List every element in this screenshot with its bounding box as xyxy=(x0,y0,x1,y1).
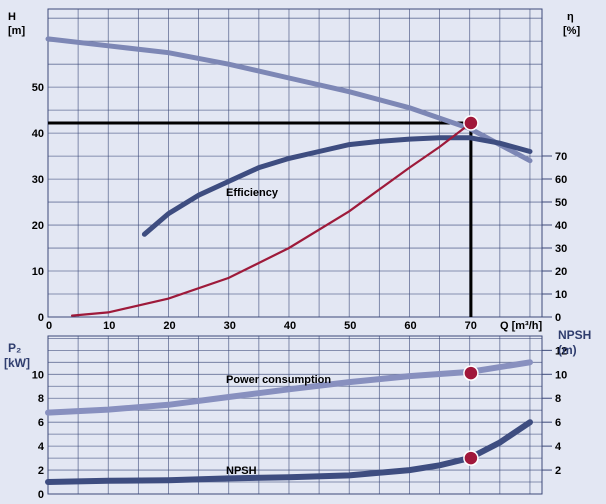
power-tick-label: 4 xyxy=(38,441,45,453)
q-tick-label: 50 xyxy=(344,320,356,332)
power-axis-label: P₂ xyxy=(8,341,21,355)
eta-axis-label: η xyxy=(567,11,574,23)
eta-axis-unit: [%] xyxy=(563,25,580,37)
power-axis-unit: [kW] xyxy=(4,356,30,370)
power-curve xyxy=(45,359,533,416)
operating-point-marker xyxy=(463,115,479,131)
efficiency-curve xyxy=(141,135,533,237)
npsh-axis-unit: (m) xyxy=(558,343,577,357)
npsh-tick-label: 8 xyxy=(555,393,561,405)
eta-tick-label: 50 xyxy=(555,197,567,209)
eta-tick-label: 0 xyxy=(555,312,561,324)
h-tick-label: 50 xyxy=(32,82,44,94)
power-annotation: Power consumption xyxy=(226,374,331,386)
q-tick-label: 40 xyxy=(284,320,296,332)
npsh-tick-label: 2 xyxy=(555,465,561,477)
npsh-tick-label: 12 xyxy=(555,345,567,357)
npsh-tick-label: 10 xyxy=(555,369,567,381)
flow-axis-label: Q [m³/h] xyxy=(500,320,542,332)
h-tick-label: 40 xyxy=(32,128,44,140)
h-tick-label: 10 xyxy=(32,266,44,278)
npsh-annotation: NPSH xyxy=(226,465,257,477)
npsh-axis-label: NPSH xyxy=(558,328,591,342)
npsh-curve xyxy=(45,419,533,485)
power-tick-label: 2 xyxy=(38,465,44,477)
top-grid xyxy=(47,8,552,318)
head-axis-unit: [m] xyxy=(8,25,25,37)
power-point-marker xyxy=(463,365,479,381)
q-tick-label: 60 xyxy=(404,320,416,332)
eta-tick-label: 70 xyxy=(555,151,567,163)
npsh-point-marker xyxy=(463,450,479,466)
npsh-tick-label: 4 xyxy=(555,441,562,453)
efficiency-annotation: Efficiency xyxy=(226,187,279,199)
curves xyxy=(45,36,533,485)
eta-tick-label: 10 xyxy=(555,289,567,301)
power-tick-label: 0 xyxy=(38,489,44,501)
q-tick-label: 30 xyxy=(224,320,236,332)
system-curve xyxy=(71,121,472,317)
tick-labels: 0 10 20 30 40 50 60 700102030405001020304050607… xyxy=(32,82,568,501)
npsh-tick-label: 6 xyxy=(555,417,561,429)
eta-tick-label: 30 xyxy=(555,243,567,255)
h-tick-label: 0 xyxy=(38,312,44,324)
h-tick-label: 30 xyxy=(32,174,44,186)
power-tick-label: 8 xyxy=(38,393,44,405)
h-tick-label: 20 xyxy=(32,220,44,232)
q-tick-label: 10 xyxy=(103,320,115,332)
head-axis-label: H xyxy=(8,11,16,23)
eta-tick-label: 40 xyxy=(555,220,567,232)
eta-tick-label: 60 xyxy=(555,174,567,186)
top-frame xyxy=(47,8,543,318)
q-tick-label: 0 xyxy=(46,320,52,332)
bottom-grid xyxy=(47,335,552,495)
power-tick-label: 10 xyxy=(32,369,44,381)
q-tick-label: 20 xyxy=(163,320,175,332)
q-tick-label: 70 xyxy=(465,320,477,332)
power-tick-label: 6 xyxy=(38,417,44,429)
head-curve xyxy=(45,36,533,164)
eta-tick-label: 20 xyxy=(555,266,567,278)
